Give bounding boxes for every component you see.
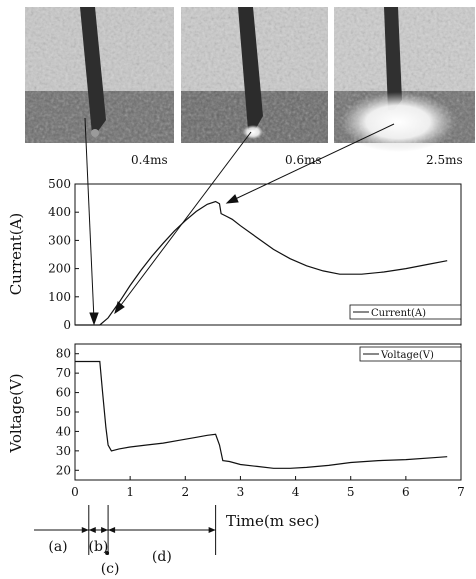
photo-2-time-label: 0.6ms [285,153,322,167]
arrow-photo-1-head [89,312,99,326]
current-y-axis: 0 100 200 300 400 500 [48,177,79,332]
current-series-line [75,200,448,326]
x-tick-label: 3 [237,485,245,499]
y-tick-label: 60 [56,386,71,400]
y-tick-label: 300 [48,233,71,247]
arrow-photo-2-head [114,301,125,315]
y-tick-label: 40 [56,424,71,438]
phase-label-a: (a) [48,539,67,555]
current-y-axis-label: Current(A) [7,213,25,296]
phase-arrow-left-head [88,527,96,533]
phase-c-marker [105,551,110,555]
time-x-axis: 0 1 2 3 4 5 6 7 [71,476,465,499]
y-tick-label: 0 [63,318,71,332]
x-tick-label: 5 [347,485,355,499]
phase-arrow-right-head [208,527,216,533]
phase-label-c: (c) [101,561,120,577]
x-tick-label: 1 [126,485,134,499]
arrow-photo-2 [117,131,252,310]
y-tick-label: 70 [56,366,71,380]
photo-2 [181,7,328,143]
photo-1 [25,7,174,143]
photo-3 [334,7,475,152]
photo-to-curve-arrows [84,117,395,326]
arrow-photo-3 [230,123,395,202]
x-tick-label: 2 [181,485,189,499]
phase-label-b: (b) [88,539,108,555]
y-tick-label: 80 [56,347,71,361]
phase-timeline: (a) (b) (c) (d) [34,505,217,577]
current-plot-frame [74,183,462,326]
voltage-legend-label: Voltage(V) [380,350,434,361]
current-legend: Current(A) [349,304,462,320]
current-chart: 0 100 200 300 400 500 Current(A) Current(A) [7,177,462,332]
phase-label-d: (d) [152,549,172,565]
y-tick-label: 50 [56,405,71,419]
y-tick-label: 200 [48,262,71,276]
phase-arrow-right-head [101,527,109,533]
photo-1-time-label: 0.4ms [131,153,168,167]
arrow-photo-1 [84,117,95,321]
current-legend-label: Current(A) [371,308,426,319]
phase-arrow-left-head [108,527,116,533]
y-tick-label: 400 [48,205,71,219]
voltage-y-axis: 20 30 40 50 60 70 80 [56,347,79,477]
voltage-series-line [75,360,448,469]
y-tick-label: 100 [48,290,71,304]
x-tick-label: 7 [457,485,465,499]
x-tick-label: 6 [402,485,410,499]
voltage-legend: Voltage(V) [359,346,462,362]
x-tick-label: 0 [71,485,79,499]
time-x-axis-label: Time(m sec) [226,512,320,530]
arrow-photo-3-head [225,194,239,204]
y-tick-label: 500 [48,177,71,191]
x-tick-label: 4 [292,485,300,499]
y-tick-label: 20 [56,463,71,477]
phase-arrow-right-head [81,527,89,533]
voltage-chart: 20 30 40 50 60 70 80 0 1 2 3 4 5 6 7 Voltage(V) Volta… [7,343,465,530]
voltage-y-axis-label: Voltage(V) [7,373,25,453]
photo-3-time-label: 2.5ms [426,153,463,167]
y-tick-label: 30 [56,444,71,458]
